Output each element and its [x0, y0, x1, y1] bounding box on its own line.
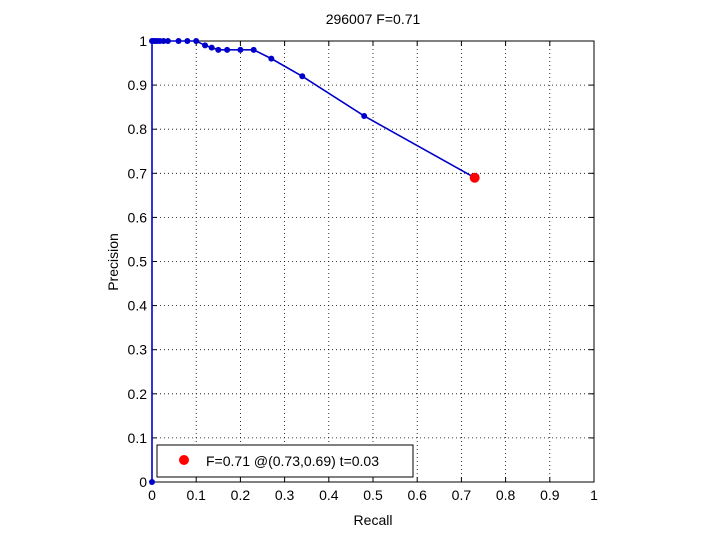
grid-lines — [152, 41, 594, 482]
x-tick-label: 0.7 — [452, 487, 472, 503]
x-tick-label: 0.6 — [407, 487, 427, 503]
pr-curve-point — [224, 46, 231, 53]
y-tick-label: 0.2 — [128, 386, 148, 402]
legend: F=0.71 @(0.73,0.69) t=0.03 — [156, 444, 414, 478]
pr-curve-point — [193, 38, 200, 44]
x-tick-label: 0.5 — [363, 487, 383, 503]
pr-curve-point — [237, 46, 244, 53]
pr-curve-point — [160, 38, 167, 44]
pr-curve-point — [361, 112, 368, 119]
pr-curve-point — [202, 42, 209, 49]
x-tick-label: 0.9 — [540, 487, 560, 503]
x-tick-label: 1 — [590, 487, 598, 503]
x-tick-label: 0 — [148, 487, 156, 503]
y-tick-label: 1 — [139, 33, 147, 49]
y-axis-label: Precision — [105, 233, 121, 291]
pr-curve-point — [164, 38, 171, 44]
x-tick-label: 0.2 — [231, 487, 251, 503]
y-tick-label: 0 — [139, 474, 147, 490]
pr-curve-point — [215, 46, 222, 53]
x-tick-label: 0.3 — [275, 487, 295, 503]
y-tick-label: 0.9 — [128, 77, 148, 93]
legend-label: F=0.71 @(0.73,0.69) t=0.03 — [206, 453, 379, 469]
axis-ticks: 0 0.1 0.2 0.3 0.4 0.5 0.6 0.7 0.8 0.9 1 0 0.1 0.2 0.3 0… — [128, 33, 599, 503]
y-tick-label: 0.7 — [128, 165, 148, 181]
x-axis-label: Recall — [354, 512, 393, 528]
pr-curve-point — [268, 55, 275, 62]
pr-curve-point — [299, 73, 306, 80]
pr-curve-point — [184, 38, 191, 44]
pr-curve-point — [175, 38, 182, 44]
x-tick-label: 0.8 — [496, 487, 516, 503]
x-tick-label: 0.1 — [186, 487, 206, 503]
y-tick-label: 0.1 — [128, 430, 148, 446]
legend-marker — [179, 455, 189, 465]
pr-curve-point — [208, 44, 215, 51]
pr-curve-point — [149, 479, 155, 485]
y-tick-label: 0.6 — [128, 209, 148, 225]
y-tick-label: 0.8 — [128, 121, 148, 137]
chart-title: 296007 F=0.71 — [326, 11, 421, 27]
x-tick-label: 0.4 — [319, 487, 339, 503]
legend-box — [156, 444, 414, 478]
highlight-layer — [469, 172, 480, 183]
pr-curve-point — [250, 46, 257, 53]
best-f-point — [469, 172, 480, 183]
y-tick-label: 0.5 — [128, 254, 148, 270]
y-tick-label: 0.3 — [128, 342, 148, 358]
y-tick-label: 0.4 — [128, 298, 148, 314]
